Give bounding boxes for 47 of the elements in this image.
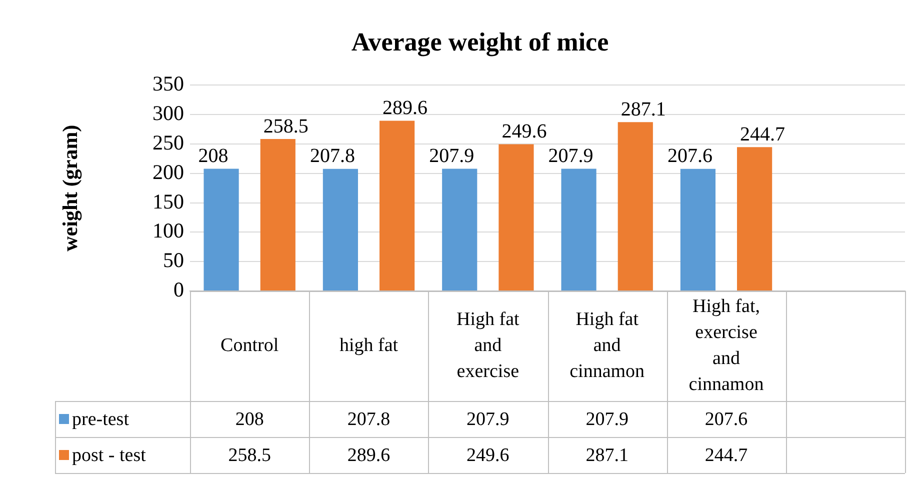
bar	[260, 139, 296, 290]
y-tick-label: 350	[152, 72, 184, 96]
bar	[204, 168, 239, 290]
data-label: 207.8	[347, 408, 390, 430]
bar	[498, 144, 534, 290]
bar	[380, 120, 415, 290]
y-axis-title: weight (gram)	[58, 124, 82, 252]
x-tick-label: Control	[220, 334, 279, 356]
annotation: 207.6	[667, 145, 712, 168]
annotation: 258.5	[263, 115, 308, 138]
x-tick-label: high fat	[339, 334, 399, 356]
annotation: 208	[198, 144, 228, 167]
legend-label: post - test	[72, 444, 147, 466]
y-tick-label: 300	[152, 101, 184, 126]
y-tick-label: 250	[152, 130, 184, 155]
data-label: 207.6	[704, 408, 748, 430]
data-label: 208	[235, 408, 264, 430]
bar	[322, 168, 358, 290]
data-label: 287.1	[586, 444, 628, 466]
data-label: 244.7	[704, 444, 748, 466]
y-tick-label: 100	[152, 218, 184, 243]
data-label: 289.6	[347, 444, 390, 466]
annotation: 287.1	[620, 98, 666, 120]
legend-label: pre-test	[72, 408, 130, 430]
y-tick-label: 0	[174, 278, 184, 302]
annotation: 207.9	[548, 145, 594, 168]
annotation: 244.7	[740, 123, 786, 146]
data-label: 207.9	[586, 408, 628, 430]
y-tick-label: 200	[152, 160, 184, 184]
chart-title: Average weight of mice	[351, 27, 609, 56]
data-label: 249.6	[466, 444, 510, 466]
x-tick-label: High fat and exercise	[456, 308, 520, 382]
x-tick-label: High fat and cinnamon	[570, 308, 646, 382]
y-tick-label: 150	[152, 189, 184, 214]
data-label: 258.5	[228, 444, 271, 466]
annotation: 249.6	[502, 120, 547, 142]
data-label: 207.9	[466, 408, 510, 430]
annotation: 207.9	[429, 145, 474, 168]
x-tick-label: High fat, exercise and cinnamon	[688, 296, 764, 395]
annotation: 207.8	[310, 145, 355, 168]
bar	[561, 168, 596, 290]
bar	[680, 168, 716, 290]
annotation: 289.6	[382, 96, 428, 119]
y-tick-label: 50	[163, 248, 184, 272]
bar	[618, 122, 653, 290]
bar	[737, 147, 772, 290]
bar	[442, 168, 478, 290]
